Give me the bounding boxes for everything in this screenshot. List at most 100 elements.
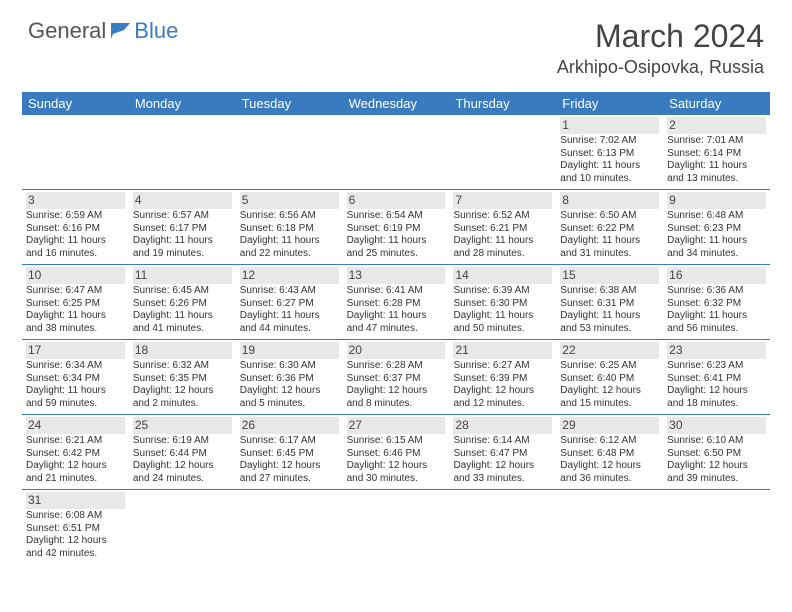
day-number: 15	[560, 267, 659, 284]
sunrise-text: Sunrise: 6:19 AM	[133, 435, 232, 448]
calendar-cell: 26Sunrise: 6:17 AMSunset: 6:45 PMDayligh…	[236, 415, 343, 489]
sunset-text: Sunset: 6:31 PM	[560, 298, 659, 311]
sunset-text: Sunset: 6:14 PM	[667, 148, 766, 161]
day-number: 12	[240, 267, 339, 284]
sunset-text: Sunset: 6:22 PM	[560, 223, 659, 236]
calendar-cell: 20Sunrise: 6:28 AMSunset: 6:37 PMDayligh…	[343, 340, 450, 414]
day-header: Saturday	[663, 92, 770, 115]
daylight-text: Daylight: 11 hours and 28 minutes.	[453, 235, 552, 260]
sunset-text: Sunset: 6:50 PM	[667, 448, 766, 461]
calendar-cell: 7Sunrise: 6:52 AMSunset: 6:21 PMDaylight…	[449, 190, 556, 264]
day-number: 31	[26, 492, 125, 509]
sunrise-text: Sunrise: 6:50 AM	[560, 210, 659, 223]
day-number: 24	[26, 417, 125, 434]
daylight-text: Daylight: 12 hours and 30 minutes.	[347, 460, 446, 485]
calendar-cell	[22, 115, 129, 189]
sunrise-text: Sunrise: 6:43 AM	[240, 285, 339, 298]
daylight-text: Daylight: 11 hours and 47 minutes.	[347, 310, 446, 335]
sunset-text: Sunset: 6:45 PM	[240, 448, 339, 461]
header: General Blue March 2024 Arkhipo-Osipovka…	[0, 0, 792, 86]
daylight-text: Daylight: 12 hours and 42 minutes.	[26, 535, 125, 560]
calendar-cell: 6Sunrise: 6:54 AMSunset: 6:19 PMDaylight…	[343, 190, 450, 264]
sunrise-text: Sunrise: 6:23 AM	[667, 360, 766, 373]
title-block: March 2024 Arkhipo-Osipovka, Russia	[557, 18, 764, 78]
day-number: 20	[347, 342, 446, 359]
calendar-cell: 21Sunrise: 6:27 AMSunset: 6:39 PMDayligh…	[449, 340, 556, 414]
calendar-cell: 17Sunrise: 6:34 AMSunset: 6:34 PMDayligh…	[22, 340, 129, 414]
sunrise-text: Sunrise: 6:28 AM	[347, 360, 446, 373]
sunset-text: Sunset: 6:21 PM	[453, 223, 552, 236]
calendar-body: 1Sunrise: 7:02 AMSunset: 6:13 PMDaylight…	[22, 115, 770, 564]
daylight-text: Daylight: 11 hours and 16 minutes.	[26, 235, 125, 260]
sunset-text: Sunset: 6:46 PM	[347, 448, 446, 461]
calendar-cell	[556, 490, 663, 564]
sunrise-text: Sunrise: 6:38 AM	[560, 285, 659, 298]
daylight-text: Daylight: 12 hours and 39 minutes.	[667, 460, 766, 485]
sunset-text: Sunset: 6:42 PM	[26, 448, 125, 461]
sunset-text: Sunset: 6:13 PM	[560, 148, 659, 161]
calendar-cell: 22Sunrise: 6:25 AMSunset: 6:40 PMDayligh…	[556, 340, 663, 414]
day-number: 7	[453, 192, 552, 209]
day-number: 17	[26, 342, 125, 359]
calendar-cell	[449, 115, 556, 189]
calendar-cell: 14Sunrise: 6:39 AMSunset: 6:30 PMDayligh…	[449, 265, 556, 339]
daylight-text: Daylight: 11 hours and 53 minutes.	[560, 310, 659, 335]
sunset-text: Sunset: 6:48 PM	[560, 448, 659, 461]
daylight-text: Daylight: 12 hours and 21 minutes.	[26, 460, 125, 485]
daylight-text: Daylight: 12 hours and 12 minutes.	[453, 385, 552, 410]
logo-blue: Blue	[134, 18, 178, 44]
calendar-row: 1Sunrise: 7:02 AMSunset: 6:13 PMDaylight…	[22, 115, 770, 190]
sunset-text: Sunset: 6:30 PM	[453, 298, 552, 311]
daylight-text: Daylight: 11 hours and 44 minutes.	[240, 310, 339, 335]
daylight-text: Daylight: 12 hours and 18 minutes.	[667, 385, 766, 410]
sunrise-text: Sunrise: 6:14 AM	[453, 435, 552, 448]
month-title: March 2024	[557, 18, 764, 55]
sunrise-text: Sunrise: 6:36 AM	[667, 285, 766, 298]
daylight-text: Daylight: 12 hours and 27 minutes.	[240, 460, 339, 485]
calendar-cell: 13Sunrise: 6:41 AMSunset: 6:28 PMDayligh…	[343, 265, 450, 339]
calendar-cell: 2Sunrise: 7:01 AMSunset: 6:14 PMDaylight…	[663, 115, 770, 189]
day-number: 29	[560, 417, 659, 434]
sunrise-text: Sunrise: 7:01 AM	[667, 135, 766, 148]
sunrise-text: Sunrise: 6:54 AM	[347, 210, 446, 223]
calendar-row: 10Sunrise: 6:47 AMSunset: 6:25 PMDayligh…	[22, 265, 770, 340]
sunset-text: Sunset: 6:26 PM	[133, 298, 232, 311]
sunset-text: Sunset: 6:41 PM	[667, 373, 766, 386]
daylight-text: Daylight: 12 hours and 24 minutes.	[133, 460, 232, 485]
calendar-row: 31Sunrise: 6:08 AMSunset: 6:51 PMDayligh…	[22, 490, 770, 564]
sunset-text: Sunset: 6:16 PM	[26, 223, 125, 236]
calendar-cell: 10Sunrise: 6:47 AMSunset: 6:25 PMDayligh…	[22, 265, 129, 339]
sunset-text: Sunset: 6:35 PM	[133, 373, 232, 386]
calendar-cell	[236, 115, 343, 189]
calendar-cell: 15Sunrise: 6:38 AMSunset: 6:31 PMDayligh…	[556, 265, 663, 339]
sunrise-text: Sunrise: 6:08 AM	[26, 510, 125, 523]
sunrise-text: Sunrise: 6:17 AM	[240, 435, 339, 448]
day-header: Wednesday	[343, 92, 450, 115]
day-number: 25	[133, 417, 232, 434]
sunset-text: Sunset: 6:37 PM	[347, 373, 446, 386]
daylight-text: Daylight: 11 hours and 41 minutes.	[133, 310, 232, 335]
sunrise-text: Sunrise: 7:02 AM	[560, 135, 659, 148]
sunrise-text: Sunrise: 6:21 AM	[26, 435, 125, 448]
sunrise-text: Sunrise: 6:45 AM	[133, 285, 232, 298]
day-header: Tuesday	[236, 92, 343, 115]
day-number: 22	[560, 342, 659, 359]
flag-icon	[110, 22, 132, 40]
daylight-text: Daylight: 12 hours and 15 minutes.	[560, 385, 659, 410]
logo: General Blue	[28, 18, 178, 44]
day-number: 10	[26, 267, 125, 284]
calendar-cell: 9Sunrise: 6:48 AMSunset: 6:23 PMDaylight…	[663, 190, 770, 264]
sunset-text: Sunset: 6:19 PM	[347, 223, 446, 236]
sunset-text: Sunset: 6:34 PM	[26, 373, 125, 386]
sunrise-text: Sunrise: 6:34 AM	[26, 360, 125, 373]
daylight-text: Daylight: 11 hours and 22 minutes.	[240, 235, 339, 260]
day-number: 16	[667, 267, 766, 284]
sunrise-text: Sunrise: 6:27 AM	[453, 360, 552, 373]
sunrise-text: Sunrise: 6:57 AM	[133, 210, 232, 223]
sunrise-text: Sunrise: 6:10 AM	[667, 435, 766, 448]
sunrise-text: Sunrise: 6:39 AM	[453, 285, 552, 298]
calendar-cell	[129, 115, 236, 189]
day-header: Friday	[556, 92, 663, 115]
sunset-text: Sunset: 6:17 PM	[133, 223, 232, 236]
daylight-text: Daylight: 11 hours and 50 minutes.	[453, 310, 552, 335]
